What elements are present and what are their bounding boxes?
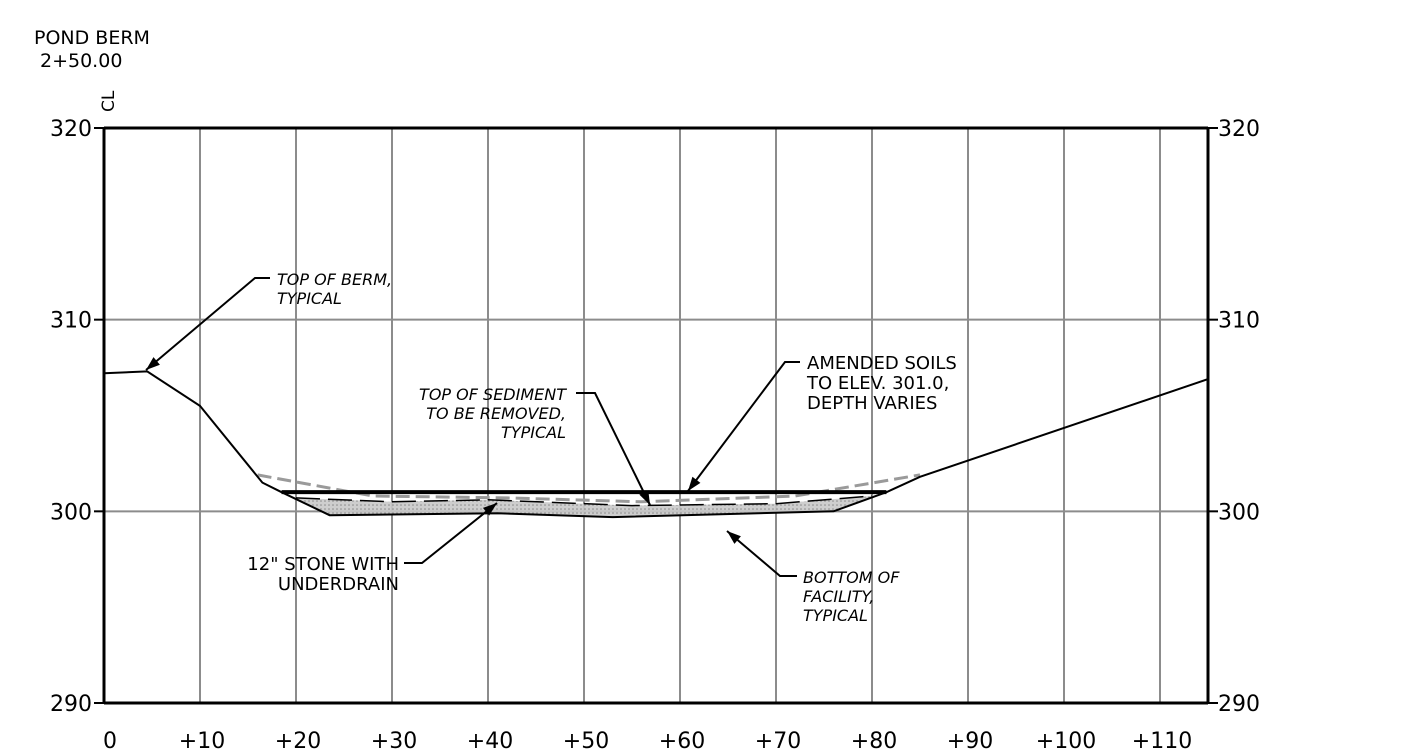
facility-bottom-line (281, 491, 887, 519)
x-tick-label: +70 (755, 729, 801, 754)
callout-amended-line: DEPTH VARIES (807, 393, 937, 414)
callout-berm-line: TYPICAL (277, 289, 342, 308)
y-tick-label-left: 300 (50, 500, 92, 525)
callout-bottom-line: FACILITY, (803, 587, 874, 606)
section-station: 2+50.00 (40, 50, 123, 72)
leader-top-of-sediment (576, 392, 651, 506)
callout-berm-line: TOP OF BERM, (277, 270, 392, 289)
stone-top-line (295, 495, 873, 507)
callout-stone-line: 12" STONE WITH (247, 554, 399, 575)
callout-amended-line: AMENDED SOILS (807, 353, 957, 374)
leader-stone-arrowhead (482, 503, 497, 516)
y-tick-label-left: 290 (50, 692, 92, 717)
y-tick-label-left: 310 (50, 309, 92, 334)
leader-amended-soils (687, 361, 800, 492)
leader-top-of-berm (145, 277, 270, 371)
grid (104, 128, 1208, 703)
callout-amended-line: TO ELEV. 301.0, (806, 373, 949, 394)
labels: 290 290 300 300 310 310 320 320 0 +10 +20 +30 +40 +50… (50, 117, 1260, 754)
x-tick-label: +30 (371, 729, 417, 754)
x-tick-label: +80 (851, 729, 897, 754)
callout-bottom-line: BOTTOM OF (803, 568, 900, 587)
leader-amended-soils-arrowhead (688, 476, 701, 491)
profile-curves (103, 370, 1209, 519)
y-tick-label-left: 320 (50, 117, 92, 142)
x-tick-label: +40 (467, 729, 513, 754)
x-tick-label: +90 (947, 729, 993, 754)
leader-top-of-berm-arrowhead (146, 357, 160, 370)
ground-profile-line (103, 370, 1209, 494)
x-tick-label: +10 (179, 729, 225, 754)
x-tick-label: +50 (563, 729, 609, 754)
leader-stone (404, 502, 498, 564)
callout-sediment-line: TOP OF SEDIMENT (419, 385, 567, 404)
leader-bottom-facility (726, 530, 797, 577)
y-tick-label-right: 310 (1218, 309, 1260, 334)
centerline-label: CL (99, 90, 119, 112)
frame (94, 126, 1218, 705)
y-tick-label-right: 300 (1218, 500, 1260, 525)
callout-sediment-line: TO BE REMOVED, (426, 404, 566, 423)
x-tick-label: 0 (103, 729, 117, 754)
sediment-top-line (257, 473, 921, 504)
x-tick-label: +20 (275, 729, 321, 754)
stone-layer-stipple (281, 492, 887, 518)
x-tick-label: +60 (659, 729, 705, 754)
section-title: POND BERM (34, 27, 150, 49)
y-tick-label-right: 320 (1218, 117, 1260, 142)
callout-stone-line: UNDERDRAIN (278, 574, 399, 595)
x-tick-label: +110 (1132, 729, 1192, 754)
x-tick-label: +100 (1036, 729, 1096, 754)
y-tick-label-right: 290 (1218, 692, 1260, 717)
leader-top-of-sediment-arrowhead (639, 490, 650, 505)
leader-bottom-facility-arrowhead (727, 531, 741, 544)
callout-sediment-line: TYPICAL (501, 423, 566, 442)
callout-bottom-line: TYPICAL (803, 606, 868, 625)
